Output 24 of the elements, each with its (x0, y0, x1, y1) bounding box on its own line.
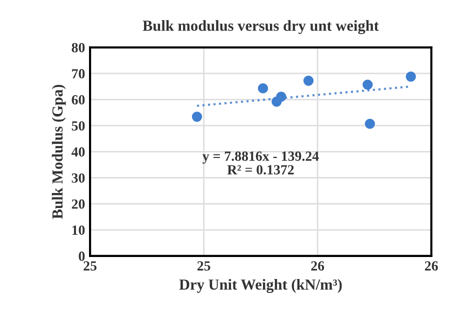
y-tick-label: 80 (72, 42, 85, 52)
point (192, 112, 202, 122)
chart-title: Bulk modulus versus dry unt weight (142, 20, 379, 34)
x-axis-title: Dry Unit Weight (kN/m³) (179, 278, 342, 293)
x-tick-label: 25 (197, 261, 210, 271)
point (276, 92, 286, 102)
point (362, 80, 373, 90)
x-tick-label: 26 (424, 261, 438, 271)
y-tick-label: 40 (72, 147, 85, 157)
y-tick-label: 10 (72, 225, 85, 235)
point (303, 76, 314, 86)
point (258, 83, 268, 94)
x-tick-label: 25 (84, 261, 96, 271)
point (406, 72, 416, 82)
y-tick-label: 50 (72, 121, 85, 131)
y-axis-title: Bulk Modulus (Gpa) (52, 84, 66, 219)
y-tick-label: 20 (72, 199, 85, 209)
y-tick-label: 70 (72, 69, 85, 78)
annotation: y = 7.8816x - 139.24 R² = 0.1372 (202, 151, 319, 175)
y-tick-label: 60 (72, 95, 85, 104)
y-tick-label: 30 (72, 173, 85, 183)
y-tick-label: 0 (78, 252, 85, 261)
x-tick-label: 26 (311, 261, 324, 271)
point (364, 118, 375, 129)
